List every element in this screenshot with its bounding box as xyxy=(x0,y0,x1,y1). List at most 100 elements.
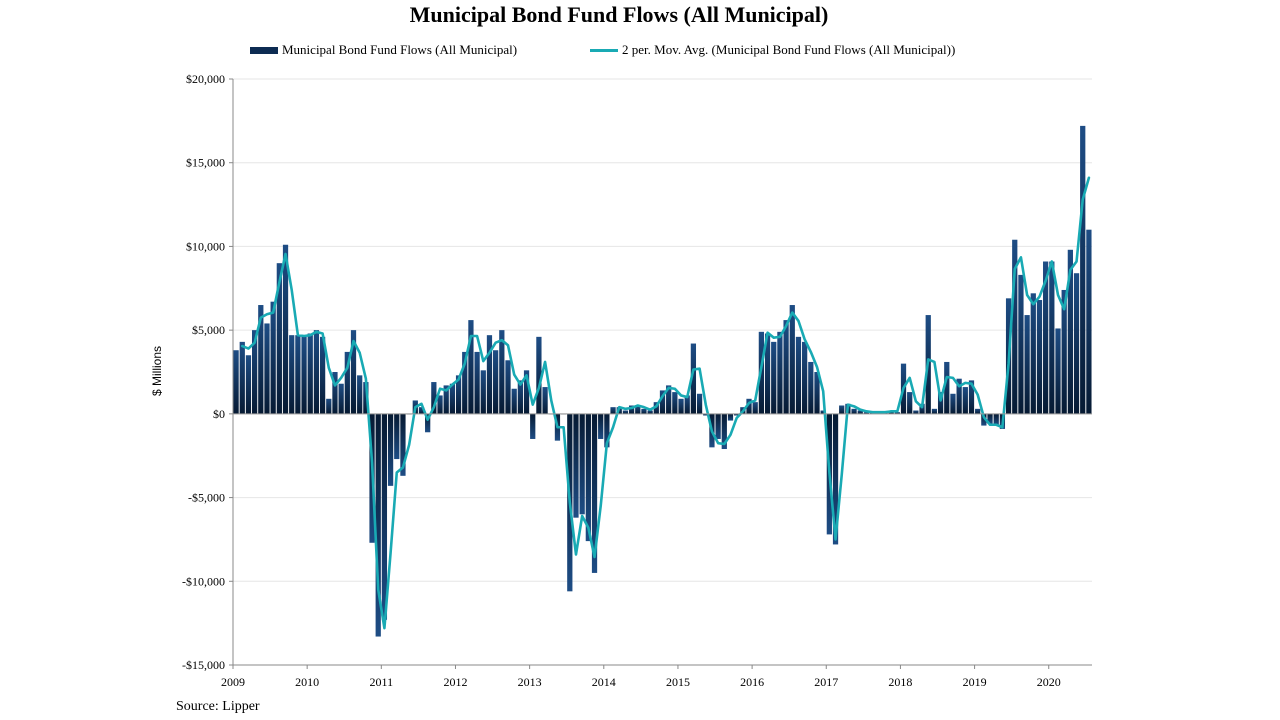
legend-label-bars: Municipal Bond Fund Flows (All Municipal… xyxy=(282,42,518,57)
bar-series xyxy=(233,125,1092,637)
bar xyxy=(832,413,839,545)
bar xyxy=(443,385,449,414)
bar xyxy=(857,410,863,414)
bar xyxy=(752,402,758,414)
bar xyxy=(981,413,987,426)
bar xyxy=(931,408,938,414)
bar xyxy=(659,390,666,414)
bar xyxy=(350,330,357,414)
bar xyxy=(344,351,350,414)
bar xyxy=(418,407,425,414)
bar xyxy=(307,333,313,414)
bar xyxy=(684,395,690,414)
bar xyxy=(400,413,406,476)
bar xyxy=(647,410,653,414)
moving-average-line xyxy=(240,176,1091,630)
bar xyxy=(499,330,505,414)
bar xyxy=(604,413,610,448)
bar xyxy=(771,341,777,414)
bar xyxy=(1067,249,1073,414)
y-tick-label: -$5,000 xyxy=(188,491,225,505)
bar xyxy=(1086,229,1092,414)
x-tick-label: 2017 xyxy=(814,675,838,689)
x-tick-label: 2015 xyxy=(666,675,690,689)
bar xyxy=(233,350,239,414)
bar xyxy=(715,413,721,439)
moving-average-series xyxy=(240,176,1091,630)
bar xyxy=(511,388,517,414)
bar xyxy=(696,393,703,414)
bar xyxy=(944,361,950,414)
bar xyxy=(678,398,684,414)
bar xyxy=(474,351,480,414)
bar xyxy=(258,305,264,414)
bar xyxy=(252,330,258,414)
bar xyxy=(270,301,276,414)
bar xyxy=(802,341,808,414)
y-axis-label: $ Millions xyxy=(150,346,164,396)
bar xyxy=(975,408,981,414)
y-tick-label: $20,000 xyxy=(186,72,225,86)
bar xyxy=(357,375,363,414)
bar xyxy=(1012,239,1018,414)
bar xyxy=(808,361,814,414)
bar xyxy=(462,351,468,414)
bar xyxy=(1036,300,1043,414)
bar xyxy=(764,333,771,414)
bar xyxy=(777,331,783,414)
bar xyxy=(585,413,591,542)
bar xyxy=(338,383,344,414)
bar xyxy=(993,413,999,426)
bar xyxy=(387,413,394,486)
bar xyxy=(653,402,659,414)
bar xyxy=(301,336,307,414)
bar xyxy=(530,413,536,439)
x-tick-label: 2020 xyxy=(1037,675,1061,689)
legend-item-line: 2 per. Mov. Avg. (Municipal Bond Fund Fl… xyxy=(590,42,955,58)
legend-line-swatch xyxy=(590,48,618,52)
bar xyxy=(628,405,635,414)
bar xyxy=(573,413,579,518)
bar xyxy=(363,382,369,414)
bar xyxy=(703,413,709,416)
bar xyxy=(907,392,913,414)
y-tick-label: $15,000 xyxy=(186,156,225,170)
bar xyxy=(734,413,740,416)
bar xyxy=(690,343,697,414)
bar xyxy=(814,372,820,414)
gridlines xyxy=(233,78,1092,666)
bar xyxy=(598,413,604,439)
bar xyxy=(381,413,388,620)
bar xyxy=(449,383,456,414)
bar xyxy=(493,350,499,414)
bar xyxy=(968,380,975,414)
bar xyxy=(746,398,752,414)
y-tick-label: -$15,000 xyxy=(182,658,225,672)
bar xyxy=(375,413,381,637)
x-tick-label: 2010 xyxy=(295,675,319,689)
bar xyxy=(1061,289,1067,414)
bar xyxy=(672,392,678,414)
bar xyxy=(245,355,252,414)
bar xyxy=(795,336,802,414)
bar xyxy=(839,405,845,414)
bar xyxy=(289,335,295,414)
bar xyxy=(913,410,919,414)
bar xyxy=(326,398,332,414)
y-tick-label: -$10,000 xyxy=(182,574,225,588)
bar xyxy=(937,392,944,414)
bar xyxy=(610,407,616,414)
bar xyxy=(276,263,282,414)
y-tick-label: $5,000 xyxy=(192,323,225,337)
bar xyxy=(1073,273,1080,414)
bar xyxy=(523,370,530,414)
bar xyxy=(468,320,474,414)
bar xyxy=(591,413,598,573)
x-tick-label: 2009 xyxy=(221,675,245,689)
bar xyxy=(431,382,437,414)
bar xyxy=(486,335,493,414)
bar xyxy=(1024,315,1030,414)
bar xyxy=(579,413,585,515)
bar xyxy=(721,413,727,450)
bar xyxy=(1049,261,1055,414)
